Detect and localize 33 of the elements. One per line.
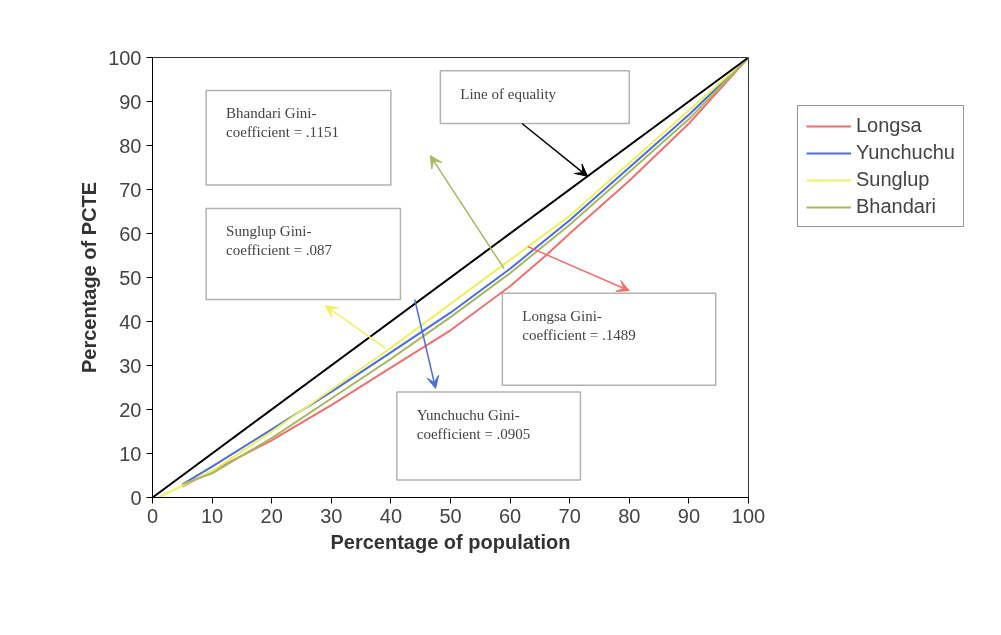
y-tick-label: 100	[108, 46, 142, 69]
x-tick-label: 80	[618, 504, 641, 527]
legend-label: Yunchuchu	[856, 141, 955, 164]
y-tick-label: 70	[119, 178, 142, 201]
x-tick-label: 50	[439, 504, 462, 527]
x-tick-label: 90	[677, 504, 701, 527]
y-tick-label: 50	[119, 266, 142, 289]
x-tick-label: 10	[200, 504, 224, 527]
annotation: Bhandari Gini- coefficient = .1151	[226, 105, 340, 141]
y-tick-label: 60	[119, 222, 142, 245]
y-tick-label: 40	[119, 310, 142, 333]
legend-label: Sunglup	[856, 168, 930, 191]
y-tick-label: 0	[130, 486, 142, 509]
x-axis-title: Percentage of population	[330, 530, 571, 553]
x-tick-label: 30	[320, 504, 343, 527]
y-axis-title: Percentage of PCTE	[78, 181, 101, 374]
y-tick-label: 30	[119, 354, 142, 377]
annotation: Longsa Gini- coefficient = .1489	[522, 308, 636, 344]
annotation: Line of equality	[460, 85, 557, 102]
x-tick-label: 100	[731, 504, 766, 527]
y-tick-label: 20	[119, 398, 142, 421]
annotation: Sunglup Gini- coefficient = .087	[226, 223, 333, 259]
x-tick-label: 20	[260, 504, 283, 527]
y-tick-label: 80	[119, 134, 142, 157]
x-tick-label: 0	[146, 504, 159, 527]
legend-label: Longsa	[856, 114, 922, 137]
x-tick-label: 60	[498, 504, 522, 527]
y-tick-label: 10	[119, 442, 142, 465]
x-tick-label: 40	[379, 504, 403, 527]
annotation: Yunchuchu Gini- coefficient = .0905	[416, 406, 531, 442]
x-tick-label: 70	[558, 504, 581, 527]
y-tick-label: 90	[119, 90, 142, 113]
legend-label: Bhandari	[856, 195, 937, 218]
